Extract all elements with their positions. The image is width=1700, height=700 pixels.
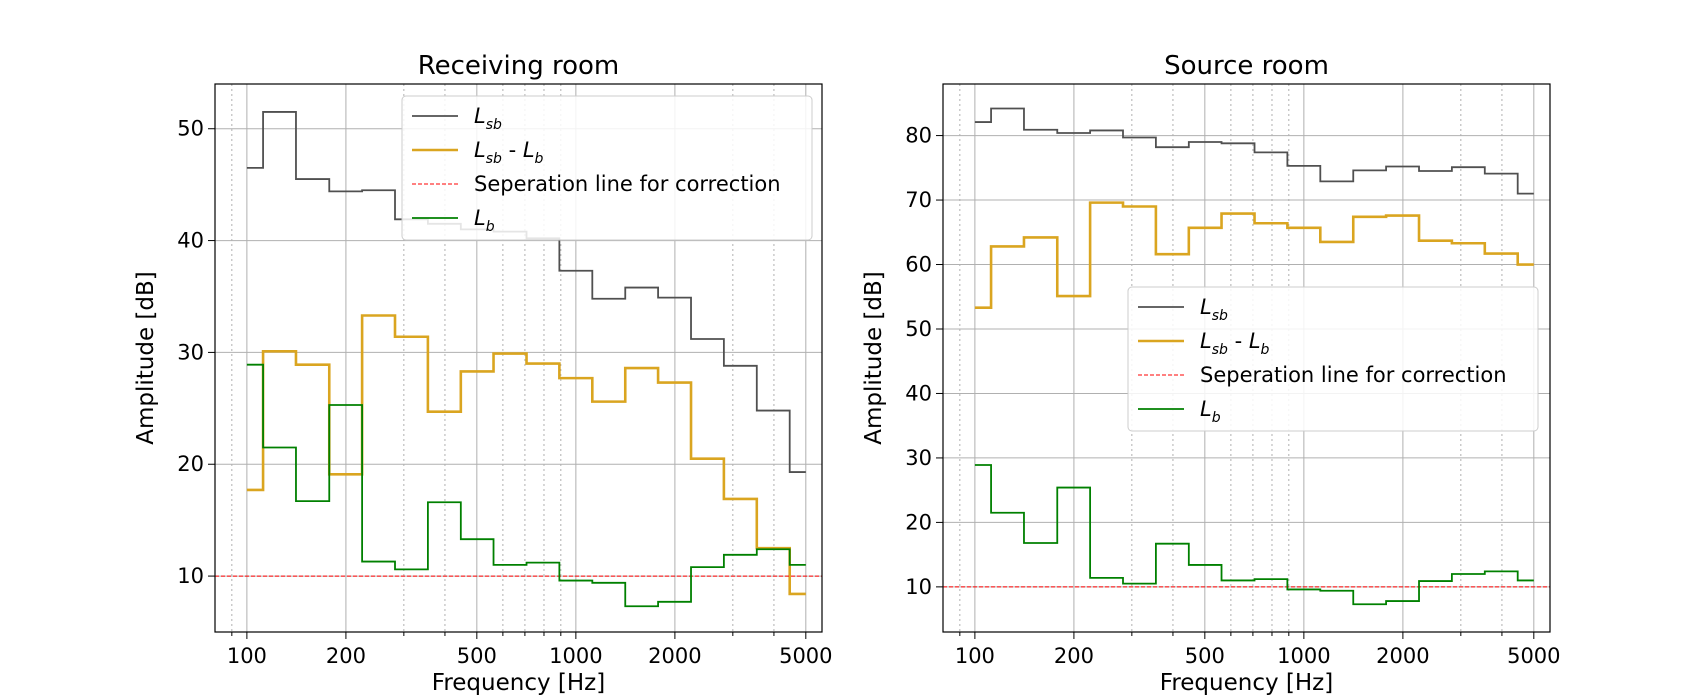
series-line-4	[974, 464, 1534, 606]
series-line-2	[246, 314, 806, 596]
y-axis-label: Amplitude [dB]	[861, 271, 887, 445]
chart-title: Source room	[1164, 51, 1329, 81]
y-tick-label: 20	[905, 510, 932, 534]
legend-label-1: Lsb	[474, 104, 502, 133]
x-tick-label: 200	[1054, 644, 1094, 668]
x-tick-label: 5000	[1507, 644, 1560, 668]
legend-label-3: Seperation line for correction	[1200, 363, 1507, 387]
legend: Lsb Lsb - Lb Seperation line for correctio…	[401, 95, 813, 241]
y-tick-label: 50	[905, 317, 932, 341]
legend-label-4: Lb	[1200, 397, 1221, 426]
x-tick-label: 500	[1185, 644, 1225, 668]
x-tick-label: 500	[457, 644, 497, 668]
chart-panel-2: 100 200 500 1000 2000 5000 10 20 30 40 50 60 70 80 Sou…	[861, 51, 1561, 696]
legend-label-3: Seperation line for correction	[474, 172, 781, 196]
x-tick-label: 2000	[1376, 644, 1429, 668]
legend-label-2: Lsb - Lb	[1200, 329, 1270, 358]
x-tick-label: 2000	[648, 644, 701, 668]
y-tick-label: 30	[905, 446, 932, 470]
y-tick-label: 20	[177, 452, 204, 476]
y-tick-label: 10	[177, 564, 204, 588]
legend-box	[1127, 286, 1539, 432]
x-tick-label: 100	[955, 644, 995, 668]
plot-frame	[214, 83, 823, 633]
plot-frame	[942, 83, 1551, 633]
legend-label-4: Lb	[474, 206, 495, 235]
series-line-4	[246, 363, 806, 608]
legend: Lsb Lsb - Lb Seperation line for correctio…	[1127, 286, 1539, 432]
x-axis-label: Frequency [Hz]	[1160, 670, 1333, 696]
series-line-2	[974, 201, 1534, 310]
y-tick-label: 30	[177, 340, 204, 364]
y-tick-label: 80	[905, 124, 932, 148]
x-axis-label: Frequency [Hz]	[432, 670, 605, 696]
x-tick-label: 1000	[549, 644, 602, 668]
x-tick-label: 200	[326, 644, 366, 668]
chart-panel-1: 100 200 500 1000 2000 5000 10 20 30 40 50 Receiving…	[133, 51, 833, 696]
chart-title: Receiving room	[418, 51, 620, 81]
y-tick-label: 10	[905, 575, 932, 599]
x-tick-label: 5000	[779, 644, 832, 668]
legend-box	[401, 95, 813, 241]
y-tick-label: 50	[177, 117, 204, 141]
series-line-1	[974, 107, 1534, 195]
y-tick-label: 70	[905, 188, 932, 212]
y-tick-label: 60	[905, 253, 932, 277]
y-axis-label: Amplitude [dB]	[133, 271, 159, 445]
y-tick-label: 40	[177, 229, 204, 253]
legend-label-1: Lsb	[1200, 295, 1228, 324]
legend-label-2: Lsb - Lb	[474, 138, 544, 167]
x-tick-label: 1000	[1277, 644, 1330, 668]
y-tick-label: 40	[905, 381, 932, 405]
x-tick-label: 100	[227, 644, 267, 668]
